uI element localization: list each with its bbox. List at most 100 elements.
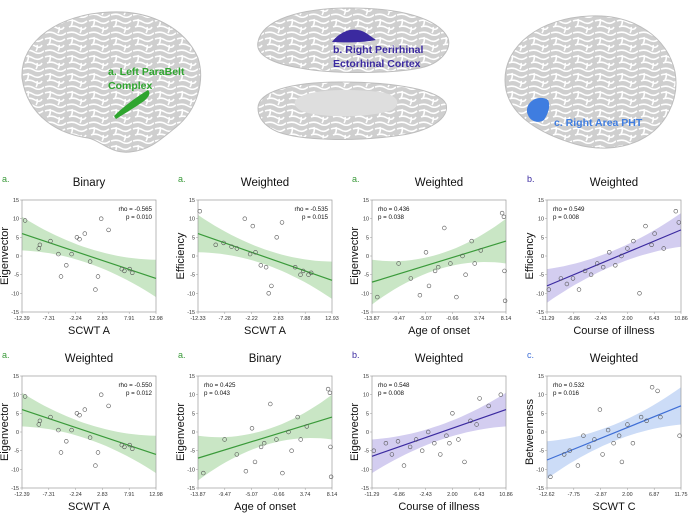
data-point (234, 246, 240, 251)
x-tick-label: -7.31 (43, 492, 55, 498)
x-tick-label: 7.88 (300, 316, 311, 322)
data-point (478, 248, 483, 253)
y-tick-label: -10 (11, 467, 19, 473)
data-point (56, 427, 61, 433)
data-point (74, 411, 80, 416)
y-tick-label: 5 (192, 235, 195, 241)
x-axis-label: SCWT A (244, 325, 287, 337)
y-tick-label: 0 (366, 430, 369, 436)
data-point (649, 385, 655, 390)
data-point (48, 238, 53, 244)
x-tick-label: -9.47 (219, 492, 231, 498)
data-point (87, 259, 93, 264)
data-point (588, 272, 594, 277)
data-point (383, 441, 389, 446)
y-axis-label: Efficiency (175, 232, 187, 279)
x-tick-label: 12.93 (325, 316, 339, 322)
data-point (221, 240, 226, 246)
data-point (558, 276, 564, 281)
x-axis-label: SCWT A (68, 325, 111, 337)
stat-rho: rho = 0.548 (378, 382, 410, 389)
data-point (64, 439, 69, 444)
data-point (637, 291, 642, 296)
x-tick-label: -12.62 (539, 492, 554, 498)
data-point (638, 414, 644, 420)
data-point (594, 261, 600, 266)
data-point (407, 444, 413, 450)
data-point (469, 238, 474, 244)
data-point (498, 392, 503, 397)
x-axis-label: SCWT C (592, 501, 635, 513)
data-point (280, 470, 285, 476)
data-point (328, 474, 334, 479)
stat-rho: rho = 0.436 (378, 206, 410, 213)
data-point (253, 250, 258, 255)
data-point (581, 433, 586, 438)
regression-line (21, 409, 157, 455)
data-point (477, 396, 482, 401)
data-point (586, 444, 592, 450)
stat-p: p = 0.043 (204, 390, 231, 397)
y-tick-label: 0 (366, 254, 369, 260)
data-point (426, 283, 432, 289)
x-tick-label: 11.75 (674, 492, 687, 498)
y-tick-label: -15 (11, 310, 19, 316)
data-point (462, 459, 467, 465)
y-axis-label: Eigenvector (175, 403, 187, 461)
x-tick-label: 2.83 (273, 316, 284, 322)
y-tick-label: -15 (536, 486, 544, 492)
y-tick-label: -5 (539, 449, 544, 455)
x-tick-label: 7.91 (124, 316, 135, 322)
data-point (630, 441, 636, 446)
x-tick-label: 6.43 (649, 316, 660, 322)
data-point (486, 403, 491, 409)
data-point (82, 407, 88, 412)
x-tick-label: -0.66 (446, 316, 458, 322)
x-axis-label: SCWT A (68, 501, 111, 513)
data-point (328, 444, 333, 450)
data-point (95, 274, 101, 279)
y-tick-label: 10 (189, 217, 195, 223)
chart-title: Weighted (241, 177, 289, 189)
stat-p: p = 0.016 (553, 390, 580, 397)
right-hemisphere-medial-views (257, 7, 450, 140)
right-hemisphere-lateral (504, 15, 677, 149)
data-point (258, 444, 264, 450)
data-point (82, 231, 88, 236)
data-point (274, 437, 279, 442)
data-point (450, 411, 455, 416)
stat-rho: rho = -0.550 (118, 382, 152, 389)
data-point (474, 422, 479, 427)
data-point (389, 452, 395, 457)
data-point (444, 433, 449, 438)
data-point (77, 236, 82, 242)
x-tick-label: 12.98 (149, 316, 163, 322)
x-tick-label: 2.00 (622, 492, 633, 498)
stat-rho: rho = 0.532 (553, 382, 585, 389)
x-axis-label: Age of onset (234, 501, 296, 513)
y-tick-label: 0 (192, 430, 195, 436)
y-axis-label: Betweenness (524, 398, 536, 465)
data-point (64, 263, 69, 268)
x-tick-label: -5.07 (245, 492, 257, 498)
data-point (98, 216, 104, 221)
data-point (575, 463, 581, 468)
chart-panel-8: c. Weighted -12.62 -7.75 -2.87 2.00 6.87 11.75 1… (524, 350, 688, 513)
regression-line (197, 233, 333, 281)
data-point (616, 433, 622, 438)
data-point (249, 426, 255, 431)
data-point (625, 422, 630, 427)
data-point (56, 251, 61, 257)
y-tick-label: -5 (364, 449, 369, 455)
y-tick-label: -10 (11, 291, 19, 297)
data-point (472, 261, 477, 266)
data-point (325, 386, 331, 392)
stat-p: p = 0.038 (378, 214, 405, 221)
x-tick-label: -2.24 (69, 316, 81, 322)
data-point (652, 231, 657, 236)
panel-letter: a. (178, 174, 186, 184)
data-point (658, 414, 663, 420)
data-point (197, 208, 203, 214)
right-area-pht-region (526, 97, 550, 122)
x-tick-label: -7.28 (219, 316, 231, 322)
